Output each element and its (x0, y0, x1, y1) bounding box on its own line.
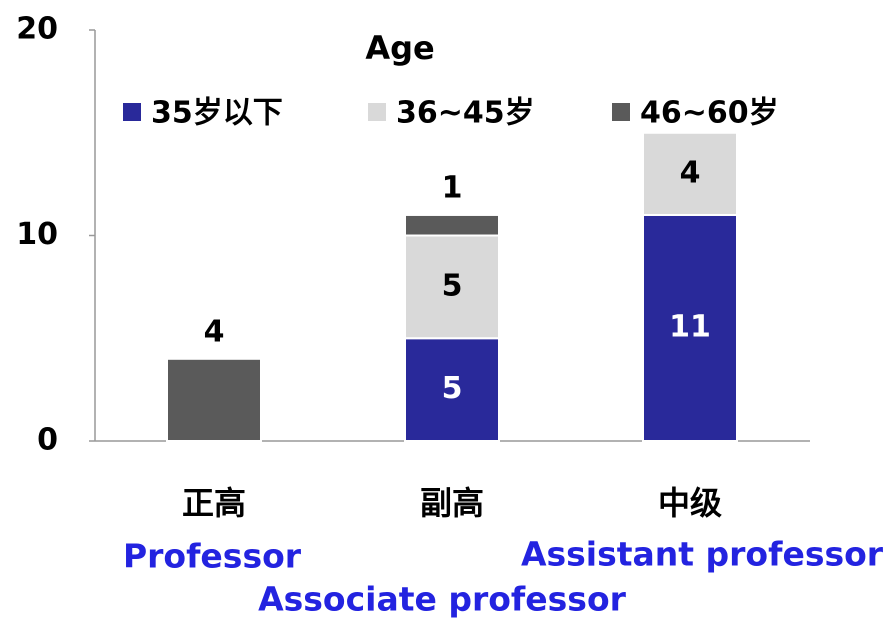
category-subtitle: Assistant professor (521, 535, 884, 574)
value-label: 1 (442, 170, 463, 205)
y-tick-label: 0 (37, 423, 58, 458)
value-label: 4 (680, 155, 701, 190)
bar-segment (166, 357, 262, 442)
legend-swatch (123, 103, 141, 121)
category-subtitle: Professor (123, 537, 302, 576)
legend-swatch (368, 103, 386, 121)
value-label: 5 (442, 268, 463, 303)
value-label: 11 (669, 309, 711, 344)
value-label: 5 (442, 371, 463, 406)
bar-segment (404, 213, 500, 237)
y-tick-label: 10 (16, 217, 58, 252)
legend-label: 36~45岁 (396, 96, 535, 131)
x-tick-label: 副高 (420, 484, 484, 522)
y-tick-label: 20 (16, 12, 58, 47)
bar-segment (404, 234, 500, 340)
x-tick-label: 正高 (182, 484, 246, 522)
legend-label: 35岁以下 (151, 96, 283, 131)
bar-segment (642, 131, 738, 216)
legend-label: 46~60岁 (640, 96, 779, 131)
category-subtitle: Associate professor (258, 580, 627, 619)
x-tick-label: 中级 (658, 484, 722, 522)
bar-segment (404, 337, 500, 442)
legend-title: Age (365, 29, 434, 67)
value-label: 4 (204, 314, 225, 349)
legend-swatch (612, 103, 630, 121)
